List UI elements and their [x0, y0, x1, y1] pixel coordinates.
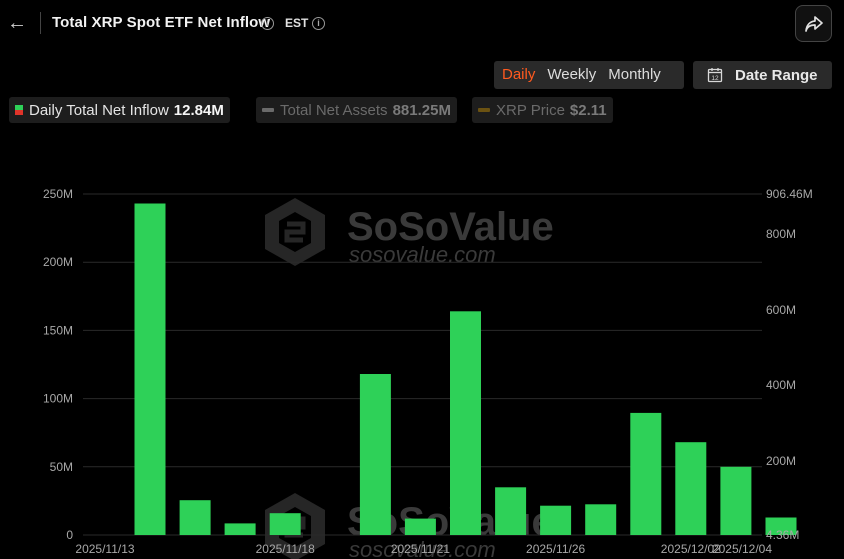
- date-range-button[interactable]: 12 Date Range: [693, 61, 832, 89]
- line-legend-icon: [262, 108, 274, 112]
- chart-bars: [134, 203, 797, 536]
- bar-2025-11-13[interactable]: [134, 203, 166, 536]
- y-left-tick-label: 200M: [43, 255, 73, 269]
- bar-2025-12-02[interactable]: [675, 442, 707, 535]
- top-bar: ← Total XRP Spot ETF Net Inflow i EST i: [0, 0, 844, 48]
- header-divider: [40, 12, 41, 34]
- y-left-tick-label: 0: [66, 528, 73, 542]
- line-legend-icon: [478, 108, 490, 112]
- bar-legend-icon: [15, 105, 23, 115]
- y-right-tick-label: 906.46M: [766, 187, 813, 201]
- legend-daily-net-inflow[interactable]: Daily Total Net Inflow 12.84M: [9, 97, 230, 123]
- net-inflow-chart: SoSoValue sosovalue.com SoSoValue sosova…: [43, 187, 813, 559]
- y-left-tick-label: 250M: [43, 187, 73, 201]
- bar-2025-11-17[interactable]: [224, 523, 256, 535]
- legend-total-net-assets[interactable]: Total Net Assets 881.25M: [256, 97, 457, 123]
- y-left-tick-label: 100M: [43, 392, 73, 406]
- x-tick-label: 2025/12/02: [661, 542, 721, 556]
- legend-xrp-price[interactable]: XRP Price $2.11: [472, 97, 613, 123]
- y-right-tick-label: 4.36M: [766, 528, 799, 542]
- y-left-tick-label: 50M: [50, 460, 73, 474]
- date-range-label: Date Range: [735, 67, 818, 84]
- period-weekly[interactable]: Weekly: [547, 66, 597, 83]
- back-arrow-icon[interactable]: ←: [7, 12, 27, 34]
- watermark-top: SoSoValue sosovalue.com: [265, 198, 554, 267]
- period-daily[interactable]: Daily: [502, 66, 536, 83]
- y-left-tick-label: 150M: [43, 323, 73, 337]
- period-toggle: Daily Weekly Monthly: [494, 61, 684, 89]
- svg-text:12: 12: [711, 75, 719, 82]
- sosovalue-logo-icon: [265, 198, 325, 266]
- bar-2025-11-24[interactable]: [450, 311, 481, 535]
- calendar-icon: 12: [707, 68, 723, 83]
- bar-2025-11-25[interactable]: [495, 487, 527, 535]
- bar-2025-11-21[interactable]: [404, 518, 436, 535]
- timezone-info-icon[interactable]: i: [312, 17, 325, 30]
- watermark-site: sosovalue.com: [349, 242, 496, 267]
- x-tick-label: 2025/11/18: [256, 542, 315, 556]
- bar-2025-11-14[interactable]: [179, 500, 211, 535]
- y-right-tick-label: 400M: [766, 378, 796, 392]
- legend-label: Total Net Assets: [280, 101, 388, 119]
- share-arrow-icon: [805, 16, 823, 32]
- bar-2025-12-03[interactable]: [720, 466, 752, 535]
- bar-2025-11-28[interactable]: [585, 504, 617, 535]
- info-icon[interactable]: i: [261, 17, 274, 30]
- share-button[interactable]: [795, 5, 832, 42]
- x-tick-label: 2025/11/21: [391, 542, 450, 556]
- y-axis-right: 4.36M 200M 400M 600M 800M 906.46M: [766, 187, 813, 542]
- y-right-tick-label: 200M: [766, 454, 796, 468]
- legend-label: XRP Price: [496, 101, 565, 119]
- legend-value: 881.25M: [392, 101, 451, 119]
- x-axis: 2025/11/13 2025/11/18 2025/11/21 2025/11/26…: [75, 542, 772, 556]
- bar-2025-12-04[interactable]: [765, 517, 797, 536]
- y-right-tick-label: 800M: [766, 227, 796, 241]
- legend-value: $2.11: [569, 101, 607, 119]
- period-monthly[interactable]: Monthly: [608, 66, 661, 83]
- x-tick-label: 2025/11/13: [75, 542, 134, 556]
- legend-value: 12.84M: [173, 101, 224, 119]
- legend-label: Daily Total Net Inflow: [29, 101, 169, 119]
- y-right-tick-label: 600M: [766, 303, 796, 317]
- watermark-site: sosovalue.com: [349, 537, 496, 559]
- x-tick-label: 2025/11/26: [526, 542, 585, 556]
- watermark-brand: SoSoValue: [347, 205, 554, 249]
- x-tick-label: 2025/12/04: [712, 542, 772, 556]
- y-axis-left: 0 50M 100M 150M 200M 250M: [43, 187, 73, 542]
- bar-2025-12-01[interactable]: [630, 412, 662, 535]
- bar-2025-11-26[interactable]: [540, 505, 572, 535]
- bar-2025-11-20[interactable]: [359, 374, 391, 535]
- timezone-label: EST: [285, 16, 309, 30]
- page-title: Total XRP Spot ETF Net Inflow: [52, 14, 271, 31]
- bar-2025-11-18[interactable]: [269, 513, 301, 535]
